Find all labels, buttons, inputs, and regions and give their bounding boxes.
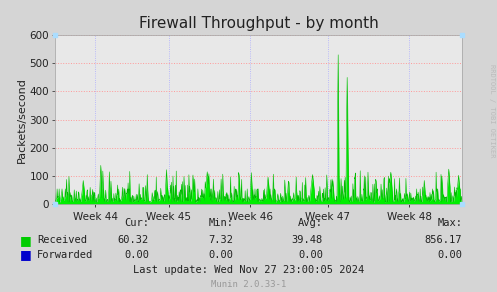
Text: ■: ■ <box>20 234 32 247</box>
Text: Cur:: Cur: <box>124 218 149 228</box>
Text: 0.00: 0.00 <box>124 250 149 260</box>
Text: 60.32: 60.32 <box>118 235 149 245</box>
Text: 7.32: 7.32 <box>209 235 234 245</box>
Text: ■: ■ <box>20 248 32 261</box>
Text: Avg:: Avg: <box>298 218 323 228</box>
Text: Last update: Wed Nov 27 23:00:05 2024: Last update: Wed Nov 27 23:00:05 2024 <box>133 265 364 275</box>
Text: 856.17: 856.17 <box>425 235 462 245</box>
Text: RRDTOOL / TOBI OETIKER: RRDTOOL / TOBI OETIKER <box>489 64 495 158</box>
Text: Received: Received <box>37 235 87 245</box>
Text: 0.00: 0.00 <box>298 250 323 260</box>
Text: 0.00: 0.00 <box>209 250 234 260</box>
Text: 0.00: 0.00 <box>437 250 462 260</box>
Text: Min:: Min: <box>209 218 234 228</box>
Text: Munin 2.0.33-1: Munin 2.0.33-1 <box>211 280 286 289</box>
Text: 39.48: 39.48 <box>292 235 323 245</box>
Title: Firewall Throughput - by month: Firewall Throughput - by month <box>139 16 378 31</box>
Text: Max:: Max: <box>437 218 462 228</box>
Y-axis label: Packets/second: Packets/second <box>17 77 27 163</box>
Text: Forwarded: Forwarded <box>37 250 93 260</box>
